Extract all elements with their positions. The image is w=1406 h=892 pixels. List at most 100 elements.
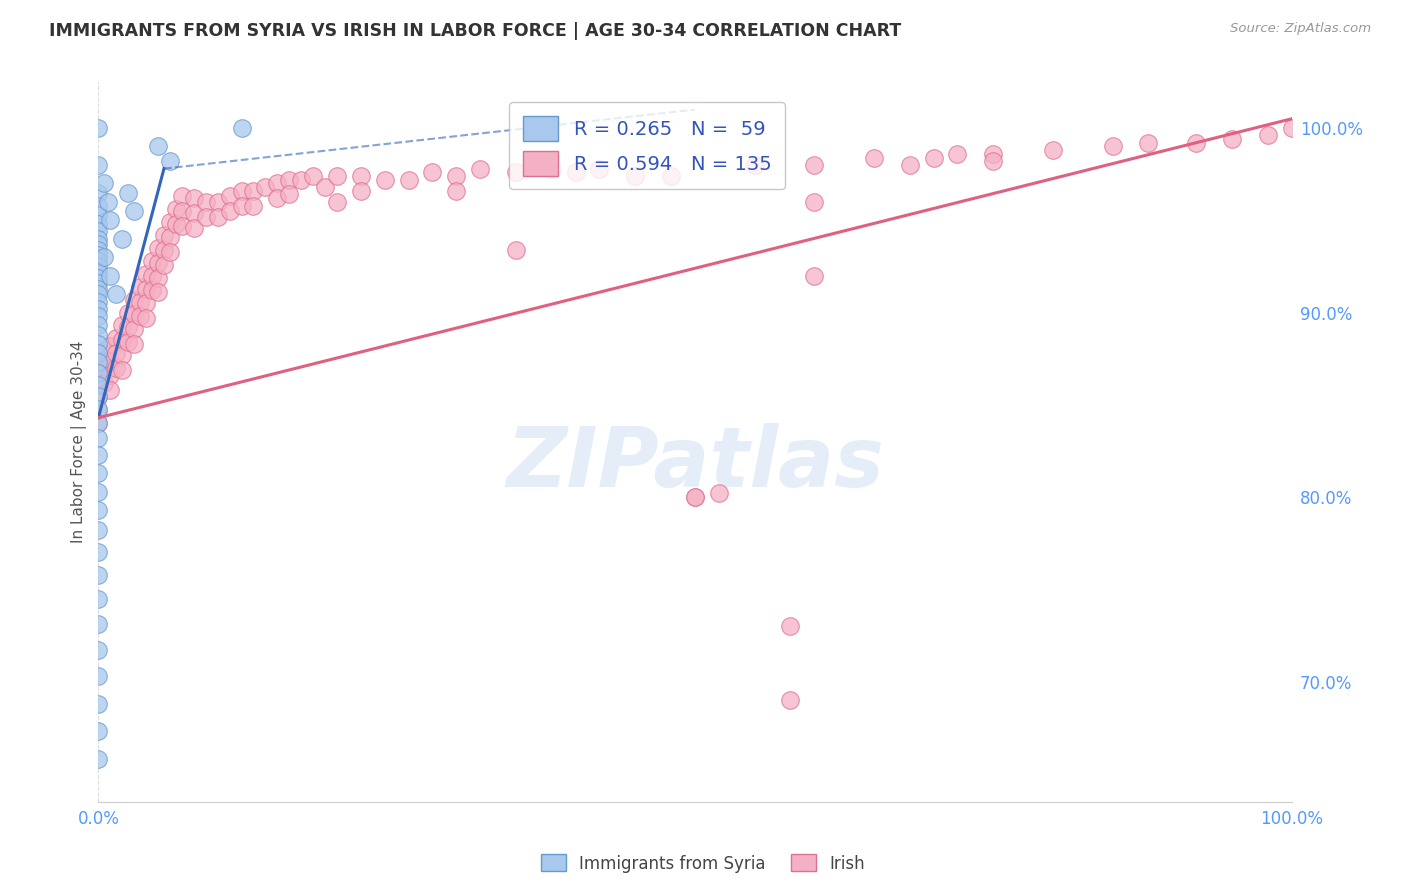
Point — [87, 391, 110, 405]
Point — [97, 194, 120, 209]
Point — [278, 172, 301, 186]
Point — [87, 318, 110, 333]
Point — [87, 158, 110, 172]
Point — [170, 204, 193, 219]
Point — [87, 217, 110, 231]
Point — [564, 165, 586, 179]
Point — [1220, 132, 1243, 146]
Point — [98, 268, 121, 283]
Point — [446, 169, 468, 183]
Point — [87, 270, 110, 285]
Point — [803, 194, 825, 209]
Point — [122, 307, 145, 321]
Point — [98, 383, 121, 397]
Point — [863, 151, 886, 165]
Point — [117, 320, 139, 334]
Point — [98, 353, 121, 368]
Point — [87, 567, 110, 582]
Point — [87, 417, 110, 431]
Point — [87, 351, 110, 366]
Point — [122, 293, 145, 307]
Point — [165, 202, 187, 217]
Point — [505, 165, 527, 179]
Point — [314, 180, 336, 194]
Point — [122, 322, 145, 336]
Point — [302, 169, 325, 183]
Point — [266, 177, 288, 191]
Point — [87, 367, 110, 381]
Point — [105, 287, 128, 301]
Point — [122, 337, 145, 351]
Point — [87, 301, 110, 316]
Point — [87, 282, 110, 296]
Point — [105, 331, 128, 345]
Point — [183, 191, 205, 205]
Point — [87, 466, 110, 480]
Point — [117, 186, 139, 200]
Legend: R = 0.265   N =  59, R = 0.594   N = 135: R = 0.265 N = 59, R = 0.594 N = 135 — [509, 103, 785, 189]
Point — [87, 253, 110, 268]
Point — [87, 431, 110, 445]
Point — [374, 172, 396, 186]
Point — [87, 389, 110, 403]
Point — [146, 285, 169, 300]
Point — [422, 165, 444, 179]
Point — [183, 220, 205, 235]
Point — [98, 368, 121, 383]
Point — [87, 337, 110, 351]
Point — [129, 279, 152, 293]
Point — [111, 333, 134, 347]
Point — [153, 258, 176, 272]
Point — [87, 260, 110, 274]
Point — [588, 161, 610, 176]
Point — [540, 161, 562, 176]
Point — [87, 643, 110, 657]
Point — [87, 355, 110, 369]
Point — [105, 346, 128, 360]
Point — [117, 305, 139, 319]
Point — [194, 210, 217, 224]
Point — [93, 346, 115, 360]
Point — [135, 311, 157, 326]
Point — [922, 151, 945, 165]
Point — [93, 360, 115, 375]
Point — [683, 490, 706, 504]
Point — [146, 241, 169, 255]
Point — [87, 417, 110, 431]
Point — [446, 184, 468, 198]
Point — [87, 310, 110, 324]
Point — [266, 191, 288, 205]
Point — [146, 256, 169, 270]
Point — [183, 206, 205, 220]
Point — [898, 158, 921, 172]
Point — [87, 365, 110, 379]
Point — [87, 403, 110, 417]
Point — [683, 490, 706, 504]
Point — [1281, 121, 1303, 136]
Point — [803, 268, 825, 283]
Point — [87, 248, 110, 262]
Point — [207, 210, 229, 224]
Point — [159, 154, 181, 169]
Point — [159, 244, 181, 259]
Point — [87, 448, 110, 462]
Point — [231, 184, 253, 198]
Point — [87, 265, 110, 279]
Point — [141, 253, 163, 268]
Point — [87, 524, 110, 538]
Point — [87, 591, 110, 606]
Point — [470, 161, 492, 176]
Point — [146, 139, 169, 153]
Point — [165, 217, 187, 231]
Point — [707, 486, 730, 500]
Point — [290, 172, 312, 186]
Point — [87, 346, 110, 360]
Point — [111, 232, 134, 246]
Point — [87, 545, 110, 559]
Point — [87, 401, 110, 416]
Point — [1137, 136, 1160, 150]
Point — [218, 189, 240, 203]
Point — [87, 724, 110, 739]
Point — [111, 348, 134, 362]
Point — [111, 363, 134, 377]
